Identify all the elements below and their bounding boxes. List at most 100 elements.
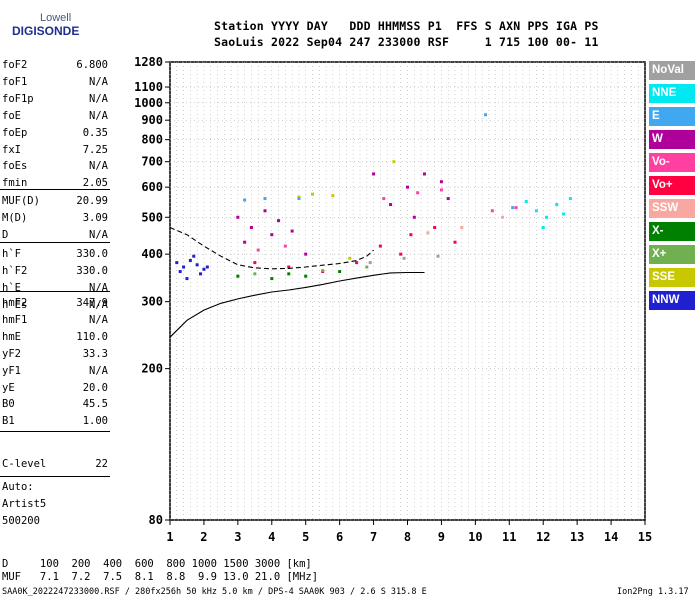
data-point xyxy=(399,252,403,256)
data-point xyxy=(514,206,518,210)
header-line-1: Station YYYY DAY DDD HHMMSS P1 FFS S AXN… xyxy=(214,19,599,33)
param-value: 6.800 xyxy=(76,59,108,71)
footer-version: Ion2Png 1.3.17 xyxy=(617,587,689,597)
data-point xyxy=(199,272,203,276)
header-line-2: SaoLuis 2022 Sep04 247 233000 RSF 1 715 … xyxy=(214,35,599,49)
data-point xyxy=(287,265,291,269)
param-row: h`Es N/A xyxy=(2,297,108,314)
x-tick-label: 9 xyxy=(438,530,445,544)
y-tick-label: 300 xyxy=(141,295,163,309)
data-point xyxy=(185,277,189,281)
param-row: h`F 330.0 xyxy=(2,246,108,263)
legend-item-vo-: Vo- xyxy=(649,153,695,172)
x-tick-label: 2 xyxy=(200,530,207,544)
legend-item-noval: NoVal xyxy=(649,61,695,80)
data-point xyxy=(331,194,335,198)
param-name: yE xyxy=(2,381,15,394)
param-name: foE xyxy=(2,109,21,122)
logo-top-text: Lowell xyxy=(40,12,72,24)
param-value: 45.5 xyxy=(82,398,108,411)
param-name: foEs xyxy=(2,160,28,173)
data-point xyxy=(378,244,382,248)
clevel-value: 22 xyxy=(95,458,108,470)
logo-main-text: DIGISONDE xyxy=(12,24,80,38)
y-tick-label: 80 xyxy=(149,513,163,527)
legend-item-vo-: Vo+ xyxy=(649,176,695,195)
data-point xyxy=(453,240,457,244)
data-point xyxy=(426,231,430,235)
param-name: hmF2 xyxy=(2,297,28,309)
data-point xyxy=(372,172,376,176)
param-name: B1 xyxy=(2,415,15,428)
data-point xyxy=(541,225,545,229)
data-point xyxy=(243,240,247,244)
param-row: h`E N/A xyxy=(2,280,108,297)
param-value: N/A xyxy=(89,298,108,311)
param-value: N/A xyxy=(89,364,108,377)
profile-curve xyxy=(169,271,425,338)
param-name: yF1 xyxy=(2,364,21,377)
param-name: foF2 xyxy=(2,59,28,71)
param-value: N/A xyxy=(89,75,108,88)
data-point xyxy=(568,197,572,201)
param-row: fmin 2.05 xyxy=(2,175,108,192)
data-point xyxy=(348,256,352,260)
param-row: B1 1.00 xyxy=(2,413,108,430)
panel-separator xyxy=(0,476,110,477)
param-value: 330.0 xyxy=(76,248,108,260)
param-name: h`E xyxy=(2,281,21,294)
param-value: 3.09 xyxy=(82,211,108,224)
param-row: MUF(D) 20.99 xyxy=(2,193,108,210)
data-point xyxy=(392,160,396,164)
data-point xyxy=(446,197,450,201)
param-name: h`F xyxy=(2,248,21,260)
y-tick-label: 200 xyxy=(141,362,163,376)
data-point xyxy=(524,200,528,204)
param-value: 33.3 xyxy=(82,347,108,360)
data-point xyxy=(406,185,409,189)
param-value: 2.05 xyxy=(82,177,108,190)
data-point xyxy=(290,229,294,233)
param-name: MUF(D) xyxy=(2,195,40,207)
param-row: foEs N/A xyxy=(2,158,108,175)
x-tick-label: 8 xyxy=(404,530,411,544)
param-row: hmF2 347.9 xyxy=(2,295,108,312)
data-point xyxy=(382,197,386,201)
panel-separator xyxy=(0,291,110,292)
x-tick-label: 6 xyxy=(336,530,343,544)
clevel-name: C-level xyxy=(2,458,47,470)
data-point xyxy=(263,197,267,201)
y-tick-label: 1280 xyxy=(134,55,163,69)
param-row: foF2 6.800 xyxy=(2,57,108,74)
param-value: 347.9 xyxy=(76,297,108,309)
data-point xyxy=(188,258,192,262)
data-point xyxy=(287,272,291,276)
data-point xyxy=(545,215,549,219)
x-tick-label: 7 xyxy=(370,530,377,544)
data-point xyxy=(501,215,504,219)
data-point xyxy=(192,254,196,258)
data-point xyxy=(175,261,179,265)
data-point xyxy=(439,188,443,192)
param-name: foF1p xyxy=(2,92,34,105)
data-point xyxy=(436,254,440,258)
y-tick-label: 500 xyxy=(141,210,163,224)
param-value: N/A xyxy=(89,228,108,241)
data-point xyxy=(243,198,247,202)
data-point xyxy=(562,212,566,216)
legend-item-sse: SSE xyxy=(649,268,695,287)
panel-separator xyxy=(0,242,110,243)
data-point xyxy=(205,265,209,269)
param-row: yE 20.0 xyxy=(2,380,108,397)
param-row: foEp 0.35 xyxy=(2,125,108,142)
y-tick-label: 400 xyxy=(141,247,163,261)
data-point xyxy=(253,261,257,265)
param-row: foF1p N/A xyxy=(2,91,108,108)
data-point xyxy=(422,172,426,176)
auto-line3: 500200 xyxy=(2,515,40,527)
data-point xyxy=(311,192,314,196)
data-point xyxy=(484,113,488,117)
param-name: hmE xyxy=(2,330,21,343)
y-tick-label: 1100 xyxy=(134,80,163,94)
ionogram-chart: 1 2 3 4 5 6 7 8 9 10 11 12 13 14 158020030040050060070… xyxy=(134,55,652,544)
